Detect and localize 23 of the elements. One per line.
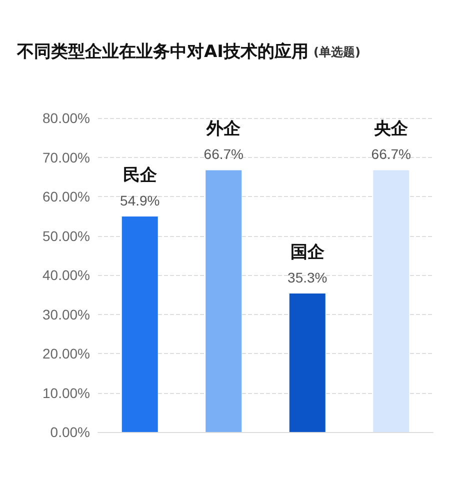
- y-tick-label: 80.00%: [42, 110, 90, 126]
- bar: [289, 293, 326, 432]
- x-tick-label: 外企: [206, 119, 242, 140]
- data-label: 54.9%: [120, 192, 160, 209]
- x-tick-label: 民企: [122, 166, 158, 186]
- data-label: 66.7%: [371, 146, 411, 162]
- y-tick-label: 20.00%: [42, 346, 90, 362]
- y-tick-label: 30.00%: [42, 306, 90, 322]
- chart-subtitle: (单选题): [313, 45, 360, 59]
- y-tick-label: 40.00%: [42, 267, 90, 283]
- bar: [373, 170, 410, 432]
- y-tick-label: 0.00%: [50, 424, 90, 440]
- bar: [206, 170, 242, 432]
- y-tick-label: 60.00%: [42, 188, 90, 204]
- x-tick-label: 国企: [290, 242, 326, 262]
- data-label: 35.3%: [288, 269, 328, 286]
- bar: [122, 216, 158, 432]
- chart-title: 不同类型企业在业务中对AI技术的应用: [16, 42, 308, 62]
- y-tick-label: 10.00%: [42, 384, 90, 401]
- y-tick-label: 50.00%: [42, 228, 90, 244]
- data-label: 66.7%: [204, 146, 244, 162]
- x-tick-label: 央企: [373, 119, 410, 140]
- y-tick-label: 70.00%: [42, 149, 90, 166]
